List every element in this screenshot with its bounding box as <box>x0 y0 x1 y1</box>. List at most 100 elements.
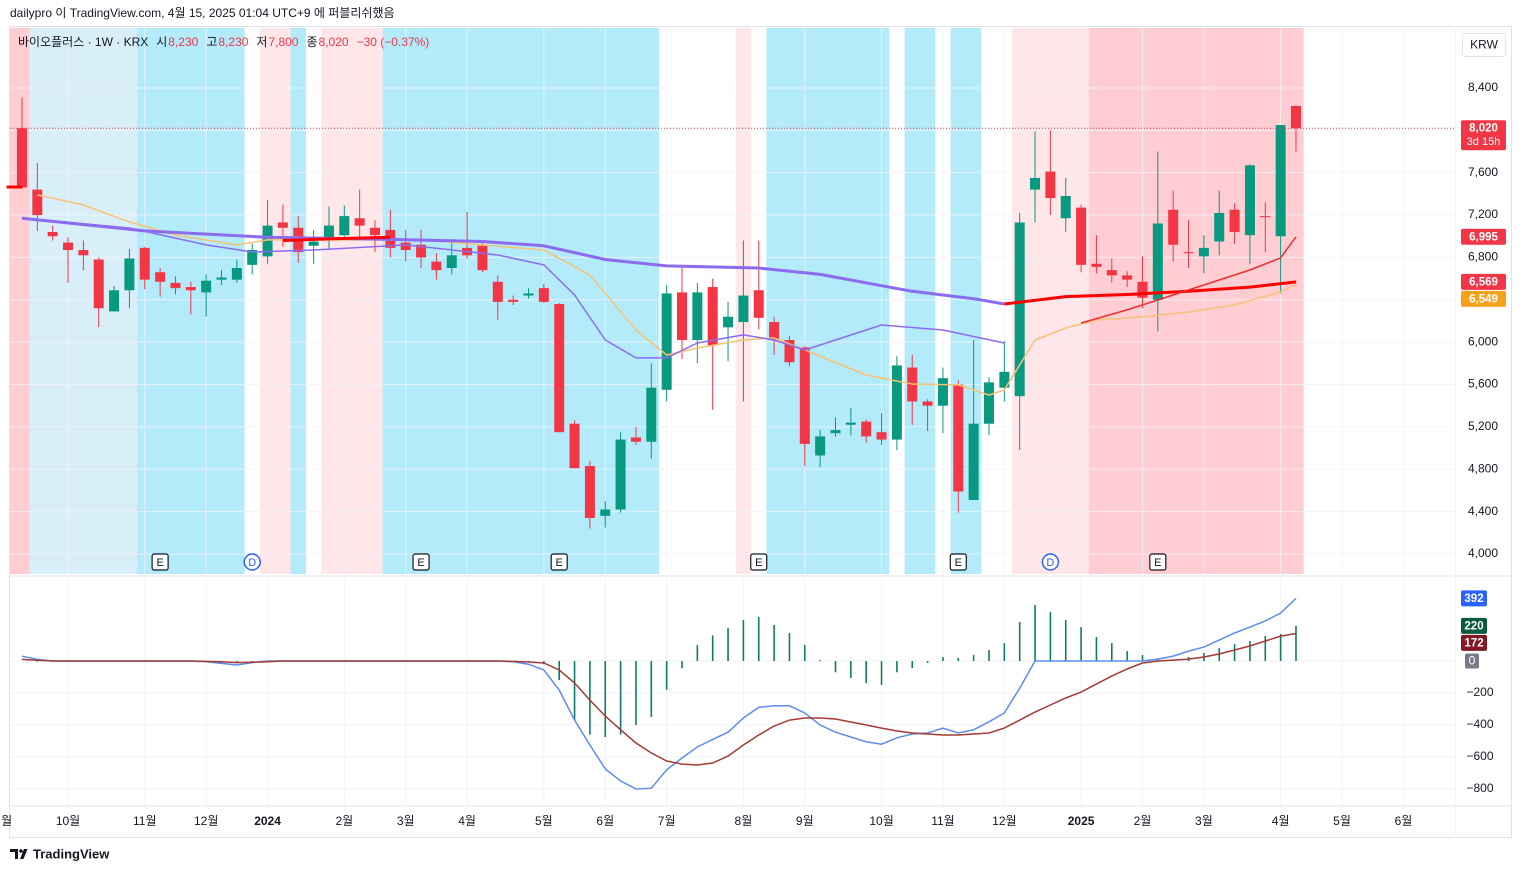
logo-dot <box>19 849 23 853</box>
candle-body <box>416 244 427 258</box>
candle-body <box>677 292 688 341</box>
candle-body <box>247 250 258 265</box>
candle-body <box>323 225 334 241</box>
logo-mark <box>10 849 18 859</box>
field-value: 7,800 <box>268 35 299 49</box>
candle-body <box>1014 222 1025 397</box>
background-band <box>29 28 138 574</box>
x-tick-label: 10월 <box>56 814 80 828</box>
candle-body <box>999 371 1010 388</box>
x-tick-label: 4월 <box>458 814 476 828</box>
candle-body <box>584 466 595 518</box>
candle-body <box>1260 216 1271 218</box>
candle-body <box>32 189 43 216</box>
background-band <box>382 28 659 574</box>
zero-badge <box>1465 653 1479 669</box>
y-tick-label: 0 <box>1469 654 1476 668</box>
candle-body <box>784 340 795 363</box>
y-tick-label: 4,400 <box>1468 504 1498 518</box>
x-tick-label: 3월 <box>1195 814 1213 828</box>
candle-body <box>231 268 242 280</box>
background-band <box>10 28 30 574</box>
event-label: E <box>156 557 163 569</box>
price-badge <box>1461 120 1506 151</box>
candle-body <box>968 423 979 500</box>
candle-body <box>876 432 887 440</box>
macd-badge-label: 220 <box>1464 620 1483 632</box>
price-badge-label: 6,569 <box>1469 276 1498 288</box>
publisher-line: dailypro 이 TradingView.com, 4월 15, 2025 … <box>10 6 395 20</box>
moving-average <box>37 194 1297 396</box>
macd-badge <box>1461 634 1487 651</box>
candle-body <box>1244 165 1255 236</box>
candle-body <box>692 292 703 341</box>
macd-badge <box>1461 617 1487 634</box>
candle-body <box>1076 207 1087 265</box>
candle-body <box>1168 209 1179 245</box>
y-tick-label: 5,200 <box>1468 419 1498 433</box>
candle-body <box>1045 171 1056 199</box>
candle-body <box>661 293 672 390</box>
candle-body <box>93 259 104 309</box>
background-band <box>904 28 936 574</box>
x-tick-label: 10월 <box>869 814 893 828</box>
event-marker <box>151 553 169 571</box>
macd-line <box>21 597 1297 790</box>
candle-body <box>922 401 933 406</box>
x-tick-label: 12월 <box>194 814 218 828</box>
field-label: 고 <box>206 35 218 49</box>
price-badge <box>1461 228 1506 245</box>
candle-body <box>1198 247 1209 257</box>
candle-body <box>139 247 150 280</box>
candle-body <box>400 242 411 251</box>
candle-body <box>47 231 58 237</box>
candle-body <box>124 258 135 291</box>
currency-label[interactable]: KRW <box>1470 38 1498 52</box>
change: −30 (−0.37%) <box>356 35 430 49</box>
candle-body <box>723 316 734 328</box>
field-value: 8,230 <box>218 35 249 49</box>
candle-body <box>370 227 381 236</box>
candle-body <box>799 347 810 444</box>
candle-body <box>185 287 196 291</box>
x-tick-label: 11월 <box>133 814 157 828</box>
price-badge <box>1461 273 1506 290</box>
candle-body <box>1214 212 1225 242</box>
candle-body <box>646 387 657 442</box>
y-tick-label: −600 <box>1466 749 1493 763</box>
symbol-legend: 바이오플러스 · 1W · KRX 시8,230 고8,230 저7,800 종8,02… <box>18 34 429 50</box>
event-label: E <box>417 557 424 569</box>
price-badge-label: 8,020 <box>1469 123 1498 135</box>
field-label: 저 <box>256 35 268 49</box>
event-marker <box>243 553 261 571</box>
candle-body <box>16 128 27 188</box>
candle-body <box>216 277 227 280</box>
price-badge-label: 6,995 <box>1469 231 1498 243</box>
footer-brand: TradingView <box>33 846 110 861</box>
candle-body <box>277 222 288 228</box>
candle-body <box>508 299 519 302</box>
y-tick-label: 4,000 <box>1468 546 1498 560</box>
x-tick-label: 9월 <box>796 814 814 828</box>
macd-line <box>21 632 1297 766</box>
macd-badge <box>1461 590 1487 607</box>
candle-body <box>1275 125 1286 237</box>
y-tick-label: 7,200 <box>1468 207 1498 221</box>
candle-body <box>339 216 350 236</box>
currency-button[interactable] <box>1462 33 1506 57</box>
candle-body <box>201 280 212 293</box>
event-marker <box>750 553 768 571</box>
candle-body <box>738 295 749 323</box>
candle-body <box>630 437 641 442</box>
candle-body <box>983 382 994 424</box>
candle-body <box>155 272 166 282</box>
y-tick-label: 5,600 <box>1468 377 1498 391</box>
symbol: 바이오플러스 · 1W · KRX <box>18 35 149 49</box>
candle-body <box>891 365 902 440</box>
moving-average <box>6 185 1297 306</box>
logo-mark <box>20 849 28 859</box>
candle-body <box>262 225 273 257</box>
candle-body <box>1122 275 1133 280</box>
